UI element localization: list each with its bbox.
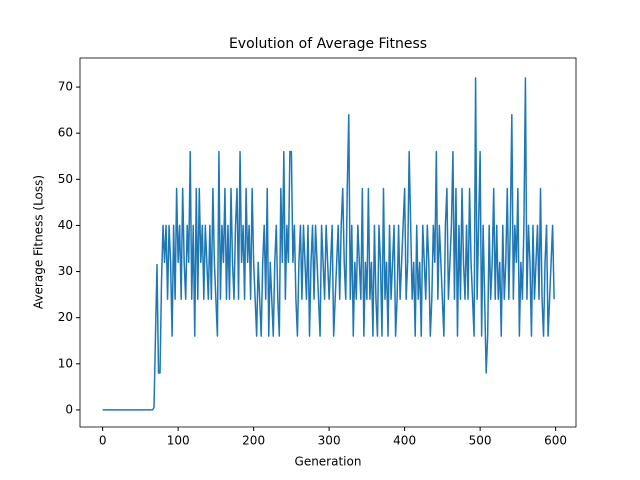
y-tick-label: 50 (58, 172, 73, 186)
y-tick-label: 10 (58, 356, 73, 370)
x-tick-label: 0 (99, 434, 107, 448)
y-tick-label: 30 (58, 264, 73, 278)
y-tick-label: 70 (58, 80, 73, 94)
plot-frame (79, 57, 577, 428)
y-axis-label: Average Fitness (Loss) (32, 175, 46, 309)
x-tick-label: 100 (167, 434, 190, 448)
x-tick-label: 200 (242, 434, 265, 448)
y-tick-label: 40 (58, 218, 73, 232)
x-tick-label: 500 (469, 434, 492, 448)
x-axis-label: Generation (295, 455, 362, 469)
y-tick-label: 20 (58, 310, 73, 324)
y-tick-label: 0 (65, 402, 73, 416)
y-tick-label: 60 (58, 126, 73, 140)
x-tick-label: 600 (544, 434, 567, 448)
x-tick-label: 300 (318, 434, 341, 448)
chart-title: Evolution of Average Fitness (229, 36, 427, 52)
line-series (102, 77, 555, 411)
x-tick-label: 400 (393, 434, 416, 448)
